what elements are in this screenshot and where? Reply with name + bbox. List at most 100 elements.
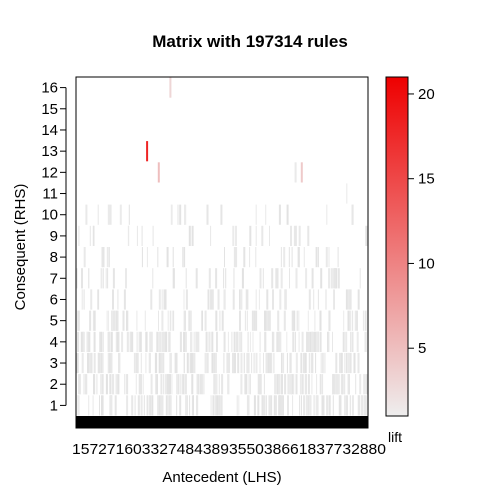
rule-cell (99, 395, 100, 416)
rule-cell (100, 352, 102, 374)
rule-cell (306, 331, 307, 352)
rule-cell (145, 352, 147, 374)
rule-cell (302, 374, 303, 395)
rule-cell (257, 395, 260, 416)
rule-cell (150, 331, 153, 352)
rule-cell (293, 374, 295, 395)
rule-cell (161, 352, 164, 374)
rule-cell (316, 374, 318, 395)
rule-cell (335, 352, 338, 374)
rule-cell (241, 352, 243, 374)
rule-cell (337, 247, 339, 268)
rule-cell (351, 331, 354, 352)
rule-cell (276, 374, 279, 395)
rule-cell (306, 331, 309, 352)
rule-cell (101, 395, 103, 416)
rule-cell (214, 374, 217, 395)
rule-cell (346, 352, 348, 374)
rule-cell (268, 310, 270, 331)
rule-cell (240, 374, 243, 395)
rule-cell (167, 310, 169, 331)
rule-cell (232, 289, 235, 310)
rule-cell (131, 331, 134, 352)
rule-cell (202, 310, 203, 331)
rule-cell (213, 352, 214, 374)
rule-cell (106, 247, 109, 268)
colorbar (385, 76, 409, 417)
rule-cell (262, 268, 264, 289)
rule-cell (226, 352, 229, 374)
rule-cell (158, 331, 161, 352)
rule-cell (289, 352, 292, 374)
rule-cell (364, 310, 367, 331)
plot-frame (75, 76, 369, 429)
rule-cell (111, 310, 114, 331)
rule-cell (347, 374, 350, 395)
rule-cell (128, 225, 130, 246)
rule-cell (148, 352, 151, 374)
rule-cell (251, 352, 253, 374)
rule-cell (118, 352, 121, 374)
rule-cell (309, 331, 312, 352)
rule-cell (145, 331, 148, 352)
rule-cell (255, 310, 258, 331)
rule-cell (360, 395, 363, 416)
rule-cell (93, 225, 94, 246)
y-tick-label: 7 (50, 270, 58, 287)
rule-cell (346, 395, 348, 416)
rule-cell (191, 395, 194, 416)
rule-cell (292, 331, 294, 352)
rule-cell (339, 352, 341, 374)
rule-cell (166, 247, 169, 268)
rule-cell (188, 225, 191, 246)
rule-cell (231, 331, 233, 352)
rule-cell (301, 331, 304, 352)
rule-cell (161, 331, 164, 352)
rule-cell (266, 395, 267, 416)
rule-cell (77, 395, 79, 416)
rule-cell (85, 204, 88, 225)
rule-cell (319, 331, 322, 352)
rule-cell (357, 395, 360, 416)
rule-cell (247, 395, 250, 416)
rule-cell (311, 374, 313, 395)
rule-cell (255, 289, 257, 310)
rule-cell (265, 204, 267, 225)
rule-cell (313, 331, 316, 352)
rule-cell (221, 310, 224, 331)
rule-cell (351, 395, 354, 416)
rule-cell (274, 395, 276, 416)
rule-cell (193, 352, 196, 374)
rule-cell (337, 374, 338, 395)
rule-cell (126, 374, 128, 395)
rule-cell (109, 352, 111, 374)
rule-cell (261, 225, 264, 246)
rule-cell (232, 352, 235, 374)
rule-cell (186, 395, 188, 416)
rule-cell (112, 289, 114, 310)
rule-cell (253, 310, 256, 331)
rule-cell (103, 268, 104, 289)
rule-cell (352, 310, 354, 331)
chart-title: Matrix with 197314 rules (152, 32, 348, 51)
rule-cell (270, 352, 273, 374)
rule-cell (188, 310, 191, 331)
rule-cell (269, 352, 271, 374)
rule-cell (216, 331, 218, 352)
rule-cell (77, 310, 80, 331)
rule-cell (161, 310, 164, 331)
rule-cell (193, 395, 194, 416)
high-lift-cell (169, 77, 172, 98)
rule-cell (98, 352, 101, 374)
rule-cell (110, 331, 113, 352)
rule-cell (144, 395, 145, 416)
rule-cell (333, 374, 336, 395)
rule-cell (196, 374, 199, 395)
rule-cell (208, 268, 211, 289)
rule-cell (141, 395, 143, 416)
rule-cell (364, 395, 367, 416)
rule-cell (193, 331, 195, 352)
rule-cell (134, 352, 136, 374)
rule-cell (233, 268, 235, 289)
rule-cell (335, 374, 338, 395)
